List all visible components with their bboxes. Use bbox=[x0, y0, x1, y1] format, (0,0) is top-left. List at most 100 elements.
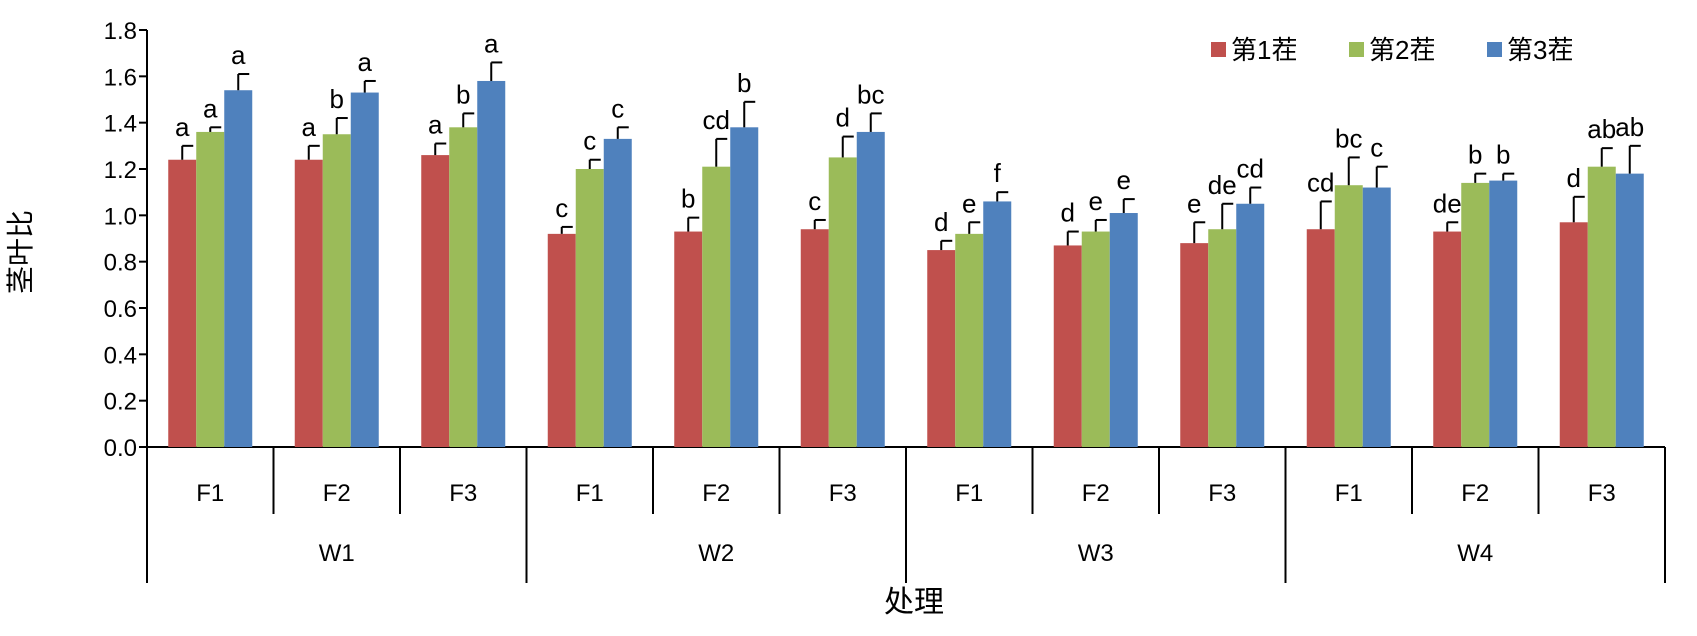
bar bbox=[1236, 203, 1265, 447]
bar bbox=[477, 80, 506, 447]
legend: 第1茬 第2茬 第3茬 bbox=[1211, 35, 1573, 65]
bar bbox=[927, 250, 956, 447]
bar bbox=[828, 157, 857, 447]
group-label: W3 bbox=[1078, 540, 1114, 567]
y-tick-label: 0.2 bbox=[104, 389, 137, 416]
legend-swatch bbox=[1487, 42, 1502, 57]
bar bbox=[1615, 173, 1644, 447]
bar bbox=[856, 131, 885, 447]
bar bbox=[1306, 229, 1335, 447]
group-label: W4 bbox=[1457, 540, 1493, 567]
significance-letter: b bbox=[1496, 140, 1510, 170]
y-tick-label: 1.8 bbox=[104, 18, 137, 45]
y-tick-label: 1.0 bbox=[104, 203, 137, 230]
significance-letter: a bbox=[203, 93, 218, 123]
bar bbox=[1489, 180, 1518, 448]
bar bbox=[674, 231, 703, 447]
significance-letter: cd bbox=[1237, 154, 1264, 184]
significance-letter: bc bbox=[1335, 123, 1362, 153]
bar bbox=[1334, 185, 1363, 447]
significance-letter: e bbox=[1089, 186, 1103, 216]
bar bbox=[421, 155, 450, 447]
legend-swatch bbox=[1211, 42, 1226, 57]
bar bbox=[1109, 213, 1138, 447]
category-label: F3 bbox=[1208, 480, 1236, 507]
significance-letter: a bbox=[484, 28, 499, 58]
legend-label: 第1茬 bbox=[1231, 35, 1297, 65]
y-axis: 0.0 0.2 0.4 0.6 0.8 1.0 1.2 1.4 1.6 1.8 bbox=[104, 18, 148, 462]
y-axis-title: 茎叶比 bbox=[5, 210, 36, 294]
significance-letter: bc bbox=[857, 79, 884, 109]
significance-letter: ab bbox=[1587, 114, 1616, 144]
x-axis-title: 处理 bbox=[884, 586, 944, 619]
significance-letter: e bbox=[962, 188, 976, 218]
bar bbox=[1362, 187, 1391, 448]
y-tick-label: 0.4 bbox=[104, 342, 137, 369]
category-label: F2 bbox=[1082, 480, 1110, 507]
category-label: F1 bbox=[576, 480, 604, 507]
legend-label: 第3茬 bbox=[1507, 35, 1573, 65]
y-tick-label: 0.6 bbox=[104, 296, 137, 323]
significance-letter: b bbox=[737, 68, 751, 98]
significance-letter: a bbox=[175, 112, 190, 142]
significance-letter: cd bbox=[703, 105, 730, 135]
y-tick-label: 1.4 bbox=[104, 111, 137, 138]
significance-letter: e bbox=[1187, 188, 1201, 218]
category-label: F3 bbox=[449, 480, 477, 507]
bar bbox=[1559, 222, 1588, 447]
bar bbox=[224, 90, 253, 447]
group-label: W1 bbox=[319, 540, 355, 567]
significance-letter: a bbox=[302, 112, 317, 142]
x-axis: F1 F2 F3 F1 F2 F3 F1 F2 F3 F1 F2 F3 W1 W2 W3 W4 bbox=[146, 446, 1666, 583]
bar bbox=[702, 166, 731, 447]
bar bbox=[603, 138, 632, 447]
bar bbox=[730, 127, 759, 448]
significance-letter: de bbox=[1433, 188, 1462, 218]
category-label: F2 bbox=[702, 480, 730, 507]
category-label: F2 bbox=[1461, 480, 1489, 507]
category-label: F3 bbox=[1588, 480, 1616, 507]
significance-letter: b bbox=[330, 84, 344, 114]
bar bbox=[196, 131, 225, 447]
bars bbox=[168, 61, 1644, 448]
bar bbox=[1053, 245, 1082, 447]
bar bbox=[1081, 231, 1110, 447]
bar bbox=[547, 233, 576, 447]
bar bbox=[983, 201, 1012, 447]
bar bbox=[1208, 229, 1237, 447]
significance-letter: b bbox=[1468, 140, 1482, 170]
significance-letter: cd bbox=[1307, 167, 1334, 197]
significance-letter: c bbox=[1370, 133, 1383, 163]
significance-letter: d bbox=[934, 207, 948, 237]
category-label: F1 bbox=[1335, 480, 1363, 507]
bar bbox=[322, 134, 351, 447]
bar bbox=[168, 159, 197, 447]
significance-letter: c bbox=[555, 193, 568, 223]
significance-letter: a bbox=[358, 47, 373, 77]
legend-swatch bbox=[1349, 42, 1364, 57]
y-tick-label: 0.0 bbox=[104, 435, 137, 462]
significance-letter: a bbox=[428, 110, 443, 140]
significance-letter: c bbox=[583, 126, 596, 156]
significance-letter: c bbox=[808, 186, 821, 216]
significance-letter: f bbox=[994, 158, 1002, 188]
bar bbox=[350, 92, 379, 448]
significance-letter: c bbox=[611, 93, 624, 123]
significance-letter: b bbox=[456, 79, 470, 109]
bar bbox=[575, 169, 604, 447]
category-label: F1 bbox=[196, 480, 224, 507]
significance-letter: d bbox=[1061, 198, 1075, 228]
significance-letter: b bbox=[681, 184, 695, 214]
bar bbox=[1461, 182, 1490, 447]
bar bbox=[449, 127, 478, 448]
category-label: F1 bbox=[955, 480, 983, 507]
category-label: F3 bbox=[829, 480, 857, 507]
significance-letter: a bbox=[231, 40, 246, 70]
bar bbox=[1180, 243, 1209, 447]
y-tick-label: 0.8 bbox=[104, 250, 137, 277]
significance-letter: d bbox=[1567, 163, 1581, 193]
bar bbox=[955, 233, 984, 447]
bar bbox=[294, 159, 323, 447]
